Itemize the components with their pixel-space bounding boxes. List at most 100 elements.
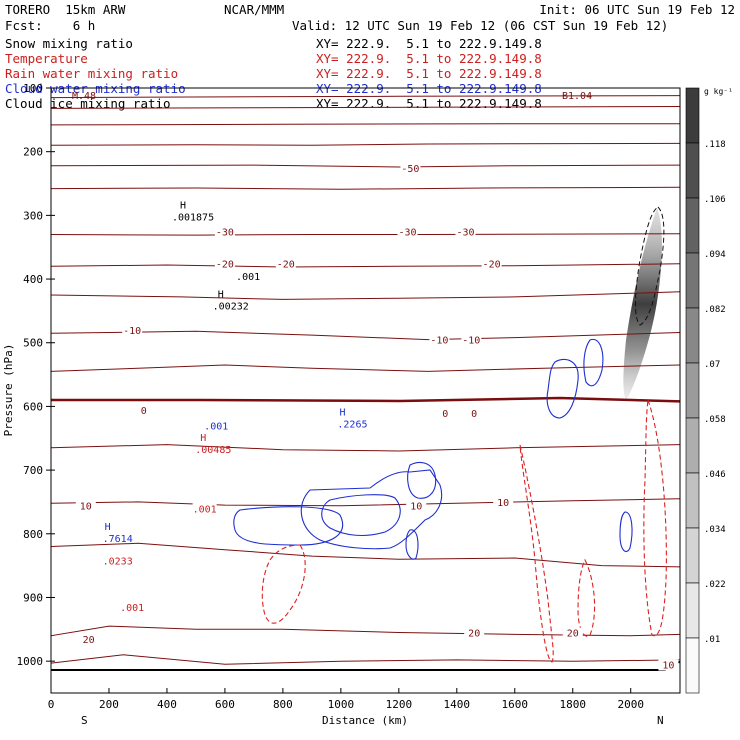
maximum-value: .7614 <box>103 534 133 545</box>
colorbar-label: .118 <box>704 140 726 150</box>
x-tick-label: 1200 <box>386 698 413 711</box>
colorbar-label: .094 <box>704 250 726 260</box>
colorbar-swatch <box>685 87 700 144</box>
maximum-marker: H <box>200 433 206 444</box>
y-tick-label: 300 <box>23 209 43 222</box>
colorbar-swatch <box>685 472 700 529</box>
y-axis-title: Pressure (hPa) <box>2 344 15 437</box>
maximum-value: .00485 <box>195 445 231 456</box>
colorbar-swatch <box>685 307 700 364</box>
maximum-marker: H <box>180 201 186 212</box>
isotherm-line <box>51 263 680 268</box>
legend-name: Snow mixing ratio <box>5 36 133 51</box>
colorbar-label: .082 <box>704 305 726 315</box>
legend-name: Rain water mixing ratio <box>5 66 179 81</box>
isotherm-label: 10 <box>662 661 674 672</box>
x-tick-label: 600 <box>215 698 235 711</box>
colorbar-label: .058 <box>704 415 726 425</box>
label-mask <box>192 503 217 515</box>
colorbar-label: .034 <box>704 525 726 535</box>
legend-xy: XY= 222.9. 5.1 to 222.9.149.8 <box>316 51 542 66</box>
isotherm-line <box>51 498 680 507</box>
rain-water-contour <box>261 544 306 624</box>
isotherm-label: 20 <box>468 629 480 640</box>
label-mask <box>236 271 261 283</box>
colorbar-swatch <box>685 362 700 419</box>
isotherm-line <box>51 625 680 637</box>
maximum-marker: H <box>218 290 224 301</box>
contour-label: .001 <box>236 272 260 283</box>
x-tick-label: 0 <box>48 698 55 711</box>
north-end-label: N <box>657 714 664 727</box>
x-tick-label: 1600 <box>502 698 529 711</box>
maximum-marker: H <box>339 408 345 419</box>
label-mask <box>493 497 514 509</box>
legend-xy: XY= 222.9. 5.1 to 222.9.149.8 <box>316 36 542 51</box>
cloud-water-contour <box>233 506 343 546</box>
isotherm-label: -50 <box>401 164 419 175</box>
label-mask <box>481 258 502 270</box>
isotherm-line <box>51 142 680 146</box>
contour-label: .001 <box>120 603 144 614</box>
isotherm-line <box>51 123 680 126</box>
colorbar-label: .07 <box>704 360 720 370</box>
isotherm-label: 0 <box>442 409 448 420</box>
y-tick-label: 700 <box>23 464 43 477</box>
legend-name: Cloud ice mixing ratio <box>5 96 171 111</box>
isotherm-label: -30 <box>398 227 416 238</box>
label-mask <box>75 500 96 512</box>
label-mask <box>78 634 99 646</box>
valid-time: Valid: 12 UTC Sun 19 Feb 12 (06 CST Sun … <box>292 18 669 33</box>
cloud-ice-contour <box>634 206 665 326</box>
isotherm-line <box>51 444 680 452</box>
rain-water-contour <box>519 444 554 663</box>
maximum-value: .00232 <box>213 302 249 313</box>
isotherm-line <box>51 186 680 190</box>
maximum-value: .0233 <box>103 556 133 567</box>
cloud-water-contour <box>321 494 401 537</box>
y-tick-label: 900 <box>23 591 43 604</box>
legend-xy: XY= 222.9. 5.1 to 222.9.149.8 <box>316 66 542 81</box>
isotherm-label: -20 <box>216 259 234 270</box>
isotherm-label: -10 <box>462 336 480 347</box>
maximum-value: .2265 <box>337 420 367 431</box>
isotherm-line <box>51 654 680 665</box>
isotherm-line <box>51 291 680 300</box>
south-end-label: S <box>81 714 88 727</box>
label-mask <box>400 162 421 174</box>
freezing-level-line <box>51 396 680 403</box>
colorbar-swatch <box>685 527 700 584</box>
y-tick-label: 100 <box>23 82 43 95</box>
isotherm-line <box>51 364 680 372</box>
label-mask <box>214 258 235 270</box>
x-tick-label: 2000 <box>617 698 644 711</box>
cloud-water-contour <box>405 529 419 560</box>
y-tick-label: 800 <box>23 528 43 541</box>
contour-label: .001 <box>193 505 217 516</box>
clipped-label-left: M.48 <box>72 91 96 102</box>
isotherm-label: -10 <box>430 336 448 347</box>
isotherm-label: 20 <box>83 635 95 646</box>
isotherm-line <box>51 95 680 99</box>
colorbar-label: .01 <box>704 635 720 645</box>
colorbar: .118 .106 .094 .082 .07 .058 .046 .034 .022 .01 <box>685 87 726 694</box>
cloud-water-contour <box>300 469 443 550</box>
isotherm-label: -10 <box>123 326 141 337</box>
terrain-line <box>51 661 680 671</box>
clipped-label-right: B1.04 <box>562 91 592 102</box>
colorbar-swatch <box>685 252 700 309</box>
y-tick-label: 1000 <box>17 655 44 668</box>
colorbar-label: .106 <box>704 195 726 205</box>
isotherm-label: -20 <box>483 259 501 270</box>
label-mask <box>133 404 154 416</box>
isotherm-label: -20 <box>277 259 295 270</box>
init-time: Init: 06 UTC Sun 19 Feb 12 <box>539 2 735 17</box>
isotherm-line <box>51 233 680 236</box>
x-tick-label: 1800 <box>560 698 587 711</box>
contour-label: .001 <box>204 422 228 433</box>
label-mask <box>461 334 482 346</box>
label-mask <box>429 334 450 346</box>
label-mask <box>406 500 427 512</box>
isotherm-line <box>51 330 680 341</box>
